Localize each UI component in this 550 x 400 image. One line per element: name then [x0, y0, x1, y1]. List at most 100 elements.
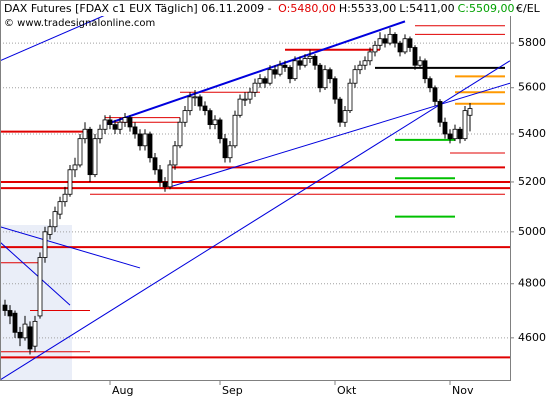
candle-body [127, 117, 133, 128]
trend-line [104, 20, 406, 126]
candle-body [327, 69, 333, 80]
candle-body [372, 44, 378, 53]
candle-body [142, 133, 148, 147]
candle-body [392, 33, 398, 44]
candle-body [382, 38, 388, 44]
candle-body [107, 119, 113, 125]
candle-body [77, 138, 83, 166]
candle-body [132, 126, 138, 135]
candle-body [397, 42, 403, 53]
candle-body [287, 67, 293, 80]
y-tick-label: 5600 [518, 81, 546, 94]
candle-body [387, 33, 393, 44]
candle-body [2, 304, 8, 311]
candle-body [52, 211, 58, 228]
candle-body [362, 60, 368, 66]
candle-body [467, 108, 473, 116]
y-tick-label: 5200 [518, 175, 546, 188]
ohlc-value: L:5411,00 [399, 2, 454, 15]
candle-body [172, 145, 178, 166]
candle-body [422, 60, 428, 80]
candle-body [207, 110, 213, 125]
y-tick-label: 5000 [518, 225, 546, 238]
candle-body [22, 323, 28, 339]
candle-body [312, 55, 318, 66]
candle-body [407, 38, 413, 48]
candle-body [17, 331, 23, 339]
candle-body [457, 128, 463, 140]
candle-body [262, 78, 268, 84]
candle-body [462, 110, 468, 140]
candle-body [292, 60, 298, 80]
candle-body [112, 124, 118, 130]
date: 06.11.2009 - [201, 2, 271, 15]
unit-label: €/EL [516, 2, 541, 15]
candle-body [72, 164, 78, 171]
candle-body [177, 121, 183, 147]
y-tick-label: 4800 [518, 277, 546, 290]
candle-body [412, 47, 418, 66]
candle-body [152, 157, 158, 171]
candle-body [272, 69, 278, 75]
candle-body [247, 91, 253, 100]
candle-body [322, 69, 328, 89]
candle-body [87, 128, 93, 176]
candle-body [427, 78, 433, 89]
candle-body [47, 226, 53, 235]
candle-body [242, 98, 248, 101]
candle-body [67, 169, 73, 195]
candle-body [12, 312, 18, 333]
candle-body [217, 119, 223, 140]
candle-body [147, 133, 153, 159]
title-background [1, 1, 541, 16]
candle-body [307, 55, 313, 59]
candle-body [337, 98, 343, 123]
candle-body [27, 326, 33, 350]
x-tick-label: Sep [222, 384, 243, 397]
candle-body [122, 117, 128, 123]
candle-body [92, 138, 98, 176]
candle-body [332, 78, 338, 100]
candle-body [222, 138, 228, 159]
candle-body [347, 82, 353, 112]
candle-body [317, 64, 323, 89]
candle-body [157, 169, 163, 183]
candle-body [162, 181, 168, 188]
candle-body [102, 119, 108, 130]
trend-line [169, 82, 510, 188]
candle-body [252, 82, 258, 93]
trend-line [0, 60, 510, 380]
candle-body [357, 64, 363, 71]
candle-body [82, 128, 88, 140]
y-tick-label: 5400 [518, 127, 546, 140]
instrument: DAX Futures [FDAX c1 EUX Täglich] [4, 2, 198, 15]
x-tick-label: Nov [452, 384, 474, 397]
candle-body [197, 96, 203, 107]
candle-body [62, 193, 68, 203]
candle-body [37, 257, 43, 317]
shaded-area [0, 225, 72, 380]
candle-body [117, 121, 123, 130]
candle-body [302, 58, 308, 66]
candle-body [97, 128, 103, 140]
candle-body [232, 114, 238, 147]
candle-body [57, 201, 63, 215]
ohlc-value: O:5480,00 [278, 2, 336, 15]
plot-area [0, 0, 510, 380]
y-tick-label: 5800 [518, 36, 546, 49]
candle-body [367, 51, 373, 62]
candle-body [187, 96, 193, 112]
candle-body [192, 96, 198, 99]
candle-body [7, 310, 13, 317]
ohlc: O:5480,00 H:5533,00 L:5411,00 C:5509,00 [278, 2, 514, 15]
candle-body [202, 105, 208, 112]
candle-body [297, 60, 303, 66]
ohlc-value: C:5509,00 [458, 2, 515, 15]
candle-body [447, 133, 453, 140]
candle-body [277, 64, 283, 75]
candle-body [227, 145, 233, 159]
candle-body [402, 38, 408, 53]
candle-body [167, 164, 173, 188]
candle-body [437, 101, 443, 123]
